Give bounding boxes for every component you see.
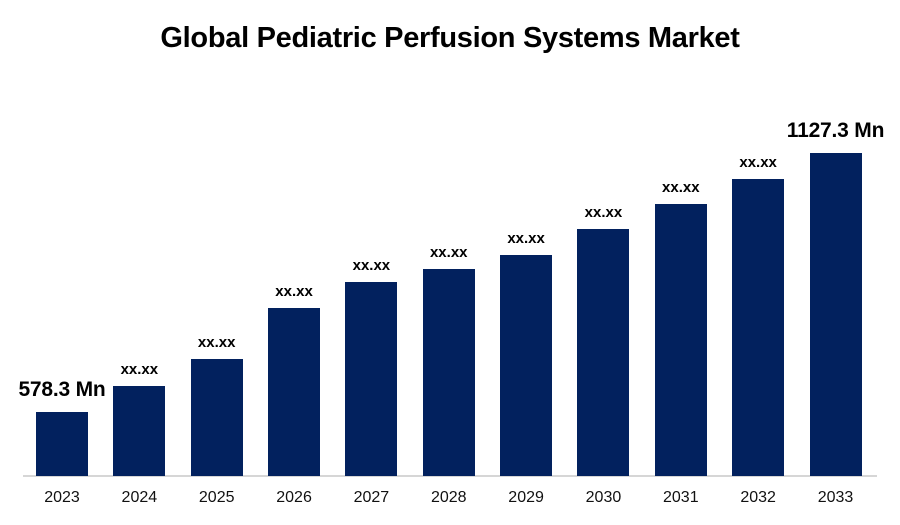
- bar-value-2025: xx.xx: [197, 333, 236, 351]
- x-tick-2032: 2032: [740, 489, 776, 506]
- bar-2023: [36, 412, 88, 476]
- x-tick-2025: 2025: [198, 489, 235, 506]
- x-tick-2026: 2026: [276, 489, 312, 506]
- bar-2028: [422, 269, 475, 476]
- bar-value-2032: xx.xx: [739, 153, 777, 171]
- bar-value-2031: xx.xx: [662, 178, 700, 196]
- x-axis-line: [23, 475, 877, 477]
- x-tick-2024: 2024: [121, 489, 158, 506]
- x-tick-2029: 2029: [508, 489, 544, 506]
- x-tick-2030: 2030: [585, 489, 622, 506]
- bar-2029: [500, 255, 553, 476]
- bar-value-2023: 578.3 Mn: [18, 377, 106, 401]
- bar-2025: [190, 359, 243, 476]
- x-tick-2033: 2033: [817, 489, 854, 506]
- bar-value-2028: xx.xx: [429, 243, 468, 261]
- x-tick-2031: 2031: [663, 489, 699, 506]
- bar-2031: [654, 204, 707, 476]
- bar-2026: [268, 308, 321, 476]
- bar-2033: [809, 153, 862, 476]
- chart-title: Global Pediatric Perfusion Systems Marke…: [160, 22, 740, 54]
- bar-2027: [345, 282, 398, 476]
- bar-value-2027: xx.xx: [352, 256, 391, 274]
- bar-value-2029: xx.xx: [507, 229, 545, 247]
- x-tick-2027: 2027: [353, 489, 390, 506]
- x-tick-2028: 2028: [430, 489, 467, 506]
- bar-2030: [577, 229, 630, 476]
- bar-value-2033: 1127.3 Mn: [786, 118, 885, 142]
- bar-2032: [732, 179, 785, 476]
- bar-2024: [113, 386, 166, 476]
- bar-value-2030: xx.xx: [584, 203, 623, 221]
- bar-value-2026: xx.xx: [275, 282, 313, 300]
- bar-value-2024: xx.xx: [120, 360, 159, 378]
- x-tick-2023: 2023: [44, 489, 80, 506]
